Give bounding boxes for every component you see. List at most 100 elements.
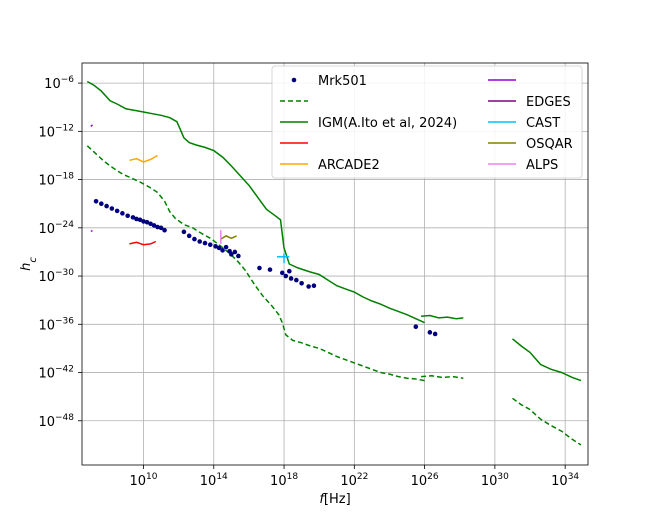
series-igm-upper-high-f-segment-2-	[512, 338, 582, 382]
series-line	[129, 240, 157, 246]
x-axis-ticks: 1010 1014 1018 1022 1026 1030 1034	[129, 465, 579, 489]
plot-area-frame	[81, 62, 589, 466]
data-point	[109, 206, 115, 211]
data-point	[413, 324, 419, 330]
data-point	[99, 201, 104, 206]
data-point	[155, 224, 160, 230]
data-point	[220, 248, 225, 253]
legend-item: ARCADE2	[280, 158, 380, 173]
series-arcade2	[129, 154, 158, 163]
series-violet	[90, 124, 94, 128]
series-igm-lower	[86, 145, 425, 382]
data-point	[311, 283, 317, 289]
data-point	[213, 244, 218, 249]
series-line	[512, 338, 582, 382]
data-point	[427, 330, 433, 335]
data-point	[202, 240, 208, 246]
legend-item: OSQAR	[488, 137, 573, 152]
series-igm-lower-high-f-segment-1-	[421, 375, 464, 379]
x-axis-label: f[Hz]	[319, 492, 350, 507]
series-group	[86, 80, 582, 446]
legend: Mrk501 IGM(A.Ito et al, 2024) ARCADE2 EDGES…	[271, 65, 583, 179]
data-point	[134, 216, 139, 222]
y-tick-label: 10−24	[38, 220, 74, 237]
series-igm-upper	[86, 80, 425, 324]
legend-label: IGM(A.Ito et al, 2024)	[318, 116, 457, 131]
x-tick-label: 1018	[270, 472, 298, 489]
series-line	[512, 397, 582, 446]
legend-item: ALPS	[488, 158, 558, 173]
data-point	[236, 253, 241, 259]
data-point	[148, 221, 153, 227]
legend-box	[271, 65, 583, 179]
data-point	[299, 280, 304, 286]
series-line	[421, 375, 464, 379]
data-point	[216, 245, 222, 251]
legend-label: CAST	[526, 116, 560, 131]
data-point	[158, 225, 164, 231]
data-point	[114, 208, 120, 214]
data-point	[432, 331, 438, 337]
data-point	[207, 242, 213, 248]
data-point	[229, 252, 234, 257]
y-tick-label: 10−42	[38, 365, 74, 382]
y-tick-label: 10−18	[38, 172, 74, 189]
data-point	[144, 219, 150, 225]
data-point	[294, 277, 299, 283]
data-point	[125, 213, 130, 219]
x-tick-label: 1034	[551, 472, 579, 489]
series-line	[421, 314, 464, 320]
series-line	[90, 124, 94, 128]
y-tick-label: 10−30	[38, 268, 74, 285]
legend-item: EDGES	[488, 95, 571, 110]
data-point	[306, 284, 311, 289]
y-tick-label: 10−12	[38, 123, 74, 140]
legend-label: Mrk501	[318, 74, 367, 89]
y-tick-label: 10−36	[38, 316, 74, 333]
data-point	[104, 203, 109, 209]
series-line	[86, 145, 425, 382]
legend-label: EDGES	[526, 95, 571, 110]
data-point	[120, 211, 125, 216]
legend-item: Mrk501	[291, 74, 367, 89]
data-point	[232, 249, 238, 255]
data-point	[267, 267, 273, 272]
legend-label: ALPS	[526, 158, 558, 173]
data-point	[130, 215, 136, 220]
series-line	[129, 154, 158, 163]
series-igm-upper-high-f-segment-1-	[421, 314, 464, 320]
x-tick-label: 1026	[411, 472, 439, 489]
series-red	[129, 240, 157, 246]
y-tick-label: 10−48	[38, 413, 74, 430]
data-point	[141, 219, 146, 224]
legend-item: CAST	[488, 116, 560, 131]
data-point	[137, 217, 143, 223]
legend-marker	[291, 77, 297, 83]
data-point	[287, 268, 292, 274]
data-point	[279, 270, 285, 276]
data-point	[288, 276, 294, 281]
legend-label: OSQAR	[526, 137, 573, 152]
data-point	[283, 273, 289, 279]
legend-item: IGM(A.Ito et al, 2024)	[280, 116, 457, 131]
data-point	[197, 239, 203, 244]
data-point	[151, 223, 157, 228]
y-tick-label: 10−6	[44, 75, 74, 92]
series-line	[220, 235, 237, 240]
data-point	[181, 229, 187, 235]
legend-label: ARCADE2	[318, 158, 380, 173]
series-osqar	[220, 235, 237, 240]
data-point	[192, 236, 197, 242]
x-tick-label: 1030	[481, 472, 509, 489]
data-point	[93, 198, 99, 204]
x-tick-label: 1022	[340, 472, 368, 489]
x-tick-label: 1014	[200, 472, 228, 489]
y-axis-ticks: 10−6 10−12 10−18 10−24 10−30 10−36 10−42 10−48	[38, 75, 82, 430]
series-igm-lower-high-f-segment-2-	[512, 397, 582, 446]
data-point	[186, 233, 192, 239]
data-point	[223, 244, 229, 250]
x-tick-label: 1010	[129, 472, 157, 489]
data-point	[162, 227, 167, 233]
y-axis-label: hc	[19, 257, 39, 271]
